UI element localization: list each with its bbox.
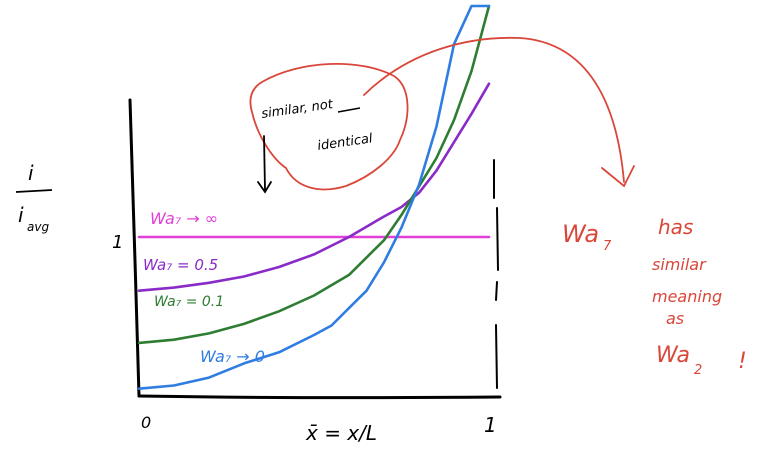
x-axis	[137, 394, 502, 400]
series-1	[137, 82, 491, 292]
bubble-text-line2: identical	[316, 131, 373, 154]
series-layer	[137, 4, 491, 390]
series-2	[137, 4, 491, 345]
series-line-2	[137, 4, 491, 345]
right-annotation-meaning: meaning	[652, 287, 722, 306]
y-label-denominator: i	[18, 203, 24, 227]
bubble-text-line1: similar, not	[260, 97, 334, 122]
right-annotation-has: has	[658, 215, 693, 239]
bubble-down-arrow	[257, 135, 272, 194]
right-annotation-wa-sub: 7	[603, 239, 612, 254]
bubble-not-underline	[337, 107, 361, 113]
right-annotation-wa2: Wa	[656, 343, 690, 368]
right-annotation-as: as	[666, 309, 684, 328]
red-arc-arrowhead	[601, 165, 635, 188]
right-annotation-wa2-sub: 2	[694, 363, 702, 378]
series-label-wa-0.5: Wa₇ = 0.5	[143, 256, 218, 274]
series-line-3	[137, 4, 491, 390]
series-line-1	[137, 82, 491, 292]
x-equals-one-dashed-line	[493, 159, 499, 389]
series-3	[137, 4, 491, 390]
y-label-numerator: i	[28, 161, 34, 185]
series-label-wa-zero: Wa₇ → 0	[200, 347, 265, 366]
y-tick-label-1: 1	[112, 232, 123, 253]
right-annotation-exclamation: !	[738, 349, 747, 374]
y-label-denominator-sub: avg	[27, 220, 49, 234]
y-axis	[128, 98, 141, 398]
x-axis-label: x̄ = x/L	[305, 421, 377, 445]
red-arc-arrow	[363, 36, 625, 183]
series-label-wa-0.1: Wa₇ = 0.1	[154, 294, 224, 310]
x-tick-label-1: 1	[484, 413, 497, 437]
right-annotation-wa: Wa	[562, 220, 599, 248]
series-label-wa-infinity: Wa₇ → ∞	[150, 209, 218, 228]
speech-bubble	[249, 63, 409, 191]
x-tick-label-0: 0	[141, 413, 151, 432]
y-label-fraction-bar	[15, 189, 53, 193]
right-annotation-similar: similar	[652, 255, 707, 274]
